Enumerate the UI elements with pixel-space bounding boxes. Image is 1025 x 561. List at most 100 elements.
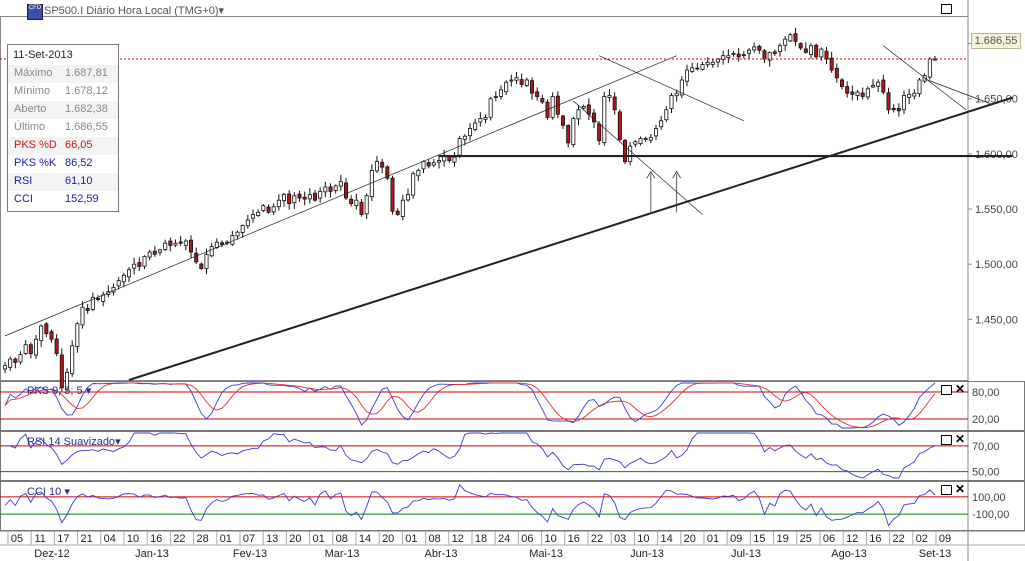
candle-body xyxy=(726,55,731,58)
day-label: 06 xyxy=(521,533,533,545)
price-tick-label: 1.550,00 xyxy=(975,204,1018,216)
pks-close-icon[interactable]: ✕ xyxy=(955,382,966,396)
candle-body xyxy=(276,199,281,208)
day-label: 06 xyxy=(823,533,835,545)
candle-body xyxy=(690,67,695,72)
candle-body xyxy=(302,196,307,200)
candle-body xyxy=(576,109,581,120)
chevron-down-icon[interactable]: ▾ xyxy=(115,436,121,448)
candle-body xyxy=(343,182,348,199)
candle-body xyxy=(194,252,199,263)
day-label: 02 xyxy=(916,533,928,545)
falling-trendline xyxy=(599,55,744,122)
candle-body xyxy=(209,246,214,257)
info-row: PKS %D 66,05 xyxy=(8,137,118,155)
rsi-indicator-label[interactable]: RSI 14 Suavizado▾ xyxy=(27,435,121,448)
chevron-down-icon[interactable]: ▾ xyxy=(85,385,92,397)
candle-body xyxy=(292,195,297,204)
rsi-maximize-icon[interactable] xyxy=(941,435,952,445)
candle-body xyxy=(28,344,33,354)
candle-body xyxy=(101,294,106,302)
candle-body xyxy=(747,49,752,54)
rsi-close-icon[interactable]: ✕ xyxy=(955,432,966,446)
main-plot-frame xyxy=(0,16,969,381)
candle-body xyxy=(902,95,907,111)
candle-body xyxy=(886,92,891,111)
cci-maximize-icon[interactable] xyxy=(941,485,952,495)
candle-body xyxy=(385,166,390,179)
day-label: 28 xyxy=(196,533,208,545)
candle-body xyxy=(354,199,359,207)
day-label: 14 xyxy=(359,533,371,545)
candle-body xyxy=(271,206,276,213)
candle-body xyxy=(586,104,591,115)
chevron-down-icon[interactable]: ▾ xyxy=(218,5,225,17)
upper-channel-line xyxy=(4,55,677,337)
candle-body xyxy=(230,235,235,245)
candle-body xyxy=(865,88,870,98)
info-row: Máximo 1.687,81 xyxy=(8,65,118,83)
chevron-down-icon[interactable]: ▾ xyxy=(64,486,70,498)
candle-body xyxy=(328,186,333,192)
pks-maximize-icon[interactable] xyxy=(941,385,952,395)
candle-body xyxy=(54,338,59,354)
candle-body xyxy=(829,57,834,71)
candle-body xyxy=(716,58,721,63)
candle-body xyxy=(90,296,95,310)
cci-close-icon[interactable]: ✕ xyxy=(955,482,966,496)
month-label: Jan-13 xyxy=(135,548,169,560)
candle-body xyxy=(803,48,808,53)
day-label: 08 xyxy=(428,533,440,545)
cci-indicator-label[interactable]: CCI 10 ▾ xyxy=(27,485,70,498)
candle-body xyxy=(75,323,80,347)
candle-body xyxy=(695,67,700,70)
arrow-head-icon xyxy=(672,170,682,179)
candle-body xyxy=(261,205,266,212)
pks-indicator-label[interactable]: PKS 9; 5; 5 ▾ xyxy=(27,384,91,397)
indicator-signal-line xyxy=(4,382,936,429)
candle-body xyxy=(602,96,607,143)
candle-body xyxy=(617,111,622,140)
indicator-panel-frame xyxy=(0,481,1025,531)
candle-body xyxy=(359,201,364,215)
day-label: 10 xyxy=(127,533,139,545)
candle-body xyxy=(685,69,690,82)
chart-title[interactable]: SP500.I Diário Hora Local (TMG+0)▾ xyxy=(44,4,224,17)
candle-body xyxy=(173,242,178,246)
candle-body xyxy=(643,138,648,140)
info-label: Aberto xyxy=(14,103,47,115)
candle-body xyxy=(819,48,824,58)
candle-body xyxy=(240,225,245,233)
candle-body xyxy=(881,79,886,93)
candle-body xyxy=(483,117,488,120)
candle-body xyxy=(142,256,147,267)
candle-body xyxy=(731,53,736,55)
candle-body xyxy=(374,161,379,172)
candle-body xyxy=(917,79,922,95)
candle-body xyxy=(59,354,64,389)
candle-body xyxy=(34,338,39,356)
cfd-icon: CFD xyxy=(27,4,43,20)
candle-body xyxy=(896,107,901,112)
candle-body xyxy=(312,192,317,201)
day-label: 12 xyxy=(846,533,858,545)
info-row: PKS %K 86,52 xyxy=(8,155,118,173)
lower-falling-trendline xyxy=(573,100,703,215)
support-trendline xyxy=(128,96,1013,381)
indicator-level-label: 20,00 xyxy=(972,414,1000,426)
candle-body xyxy=(488,98,493,118)
day-label: 19 xyxy=(776,533,788,545)
candle-body xyxy=(80,306,85,326)
candle-body xyxy=(473,122,478,130)
candle-body xyxy=(96,298,101,300)
candle-body xyxy=(157,249,162,253)
candle-body xyxy=(783,38,788,46)
candle-body xyxy=(741,54,746,57)
candle-body xyxy=(767,52,772,61)
candle-body xyxy=(405,194,410,201)
august-lower-trendline xyxy=(924,78,992,105)
candle-body xyxy=(762,50,767,60)
candle-body xyxy=(772,51,777,54)
maximize-icon[interactable] xyxy=(941,4,952,14)
